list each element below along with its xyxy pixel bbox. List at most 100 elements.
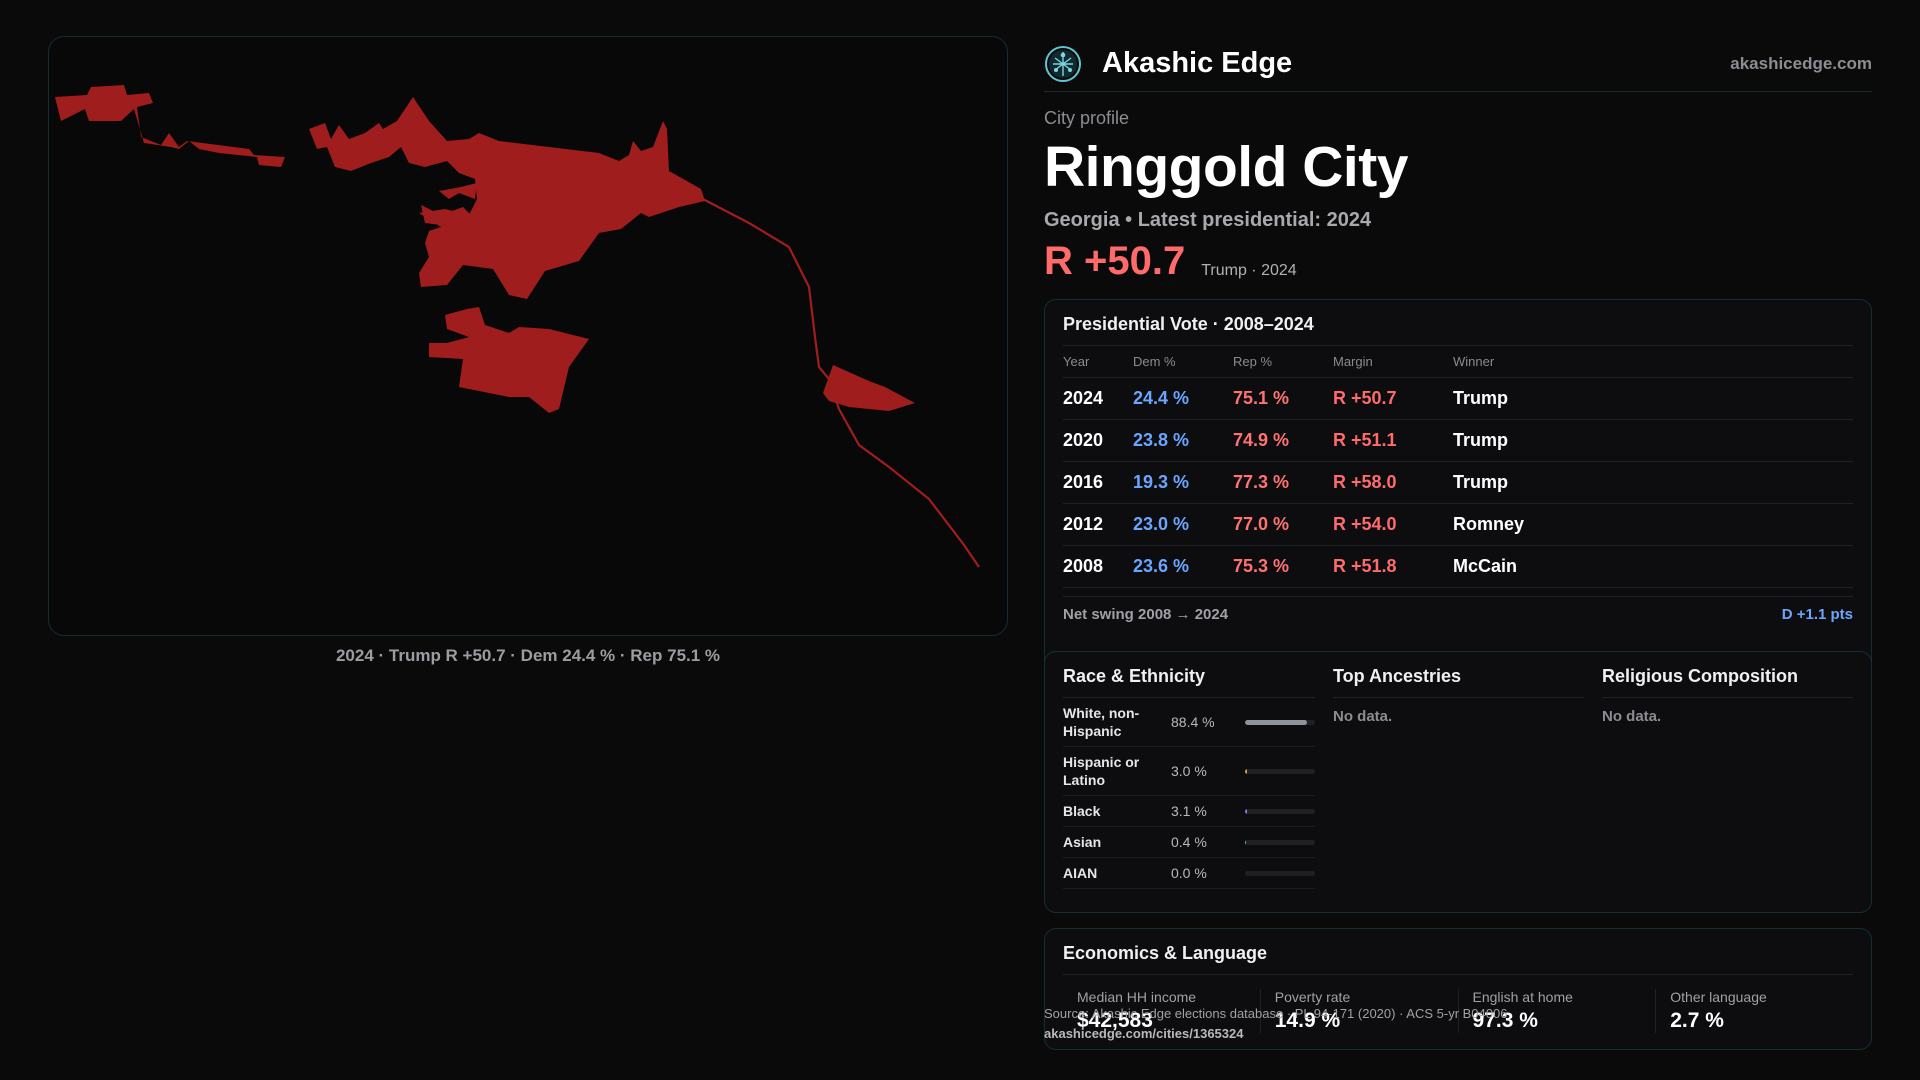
race-label: Hispanic or Latino bbox=[1063, 754, 1140, 788]
econ-value: $42,583 bbox=[1077, 1009, 1153, 1032]
presidential-vote-card: Presidential Vote · 2008–2024 Year Dem %… bbox=[1044, 299, 1872, 673]
race-bar bbox=[1245, 768, 1315, 774]
cell-year: 2012 bbox=[1063, 514, 1104, 534]
race-percent: 3.1 % bbox=[1171, 803, 1207, 819]
religion-empty: No data. bbox=[1602, 708, 1662, 725]
ancestries-column: Top Ancestries No data. bbox=[1333, 666, 1602, 898]
race-percent: 0.4 % bbox=[1171, 834, 1207, 850]
city-map[interactable] bbox=[48, 36, 1008, 636]
cell-year: 2024 bbox=[1063, 388, 1104, 408]
econ-value: 97.3 % bbox=[1472, 1009, 1538, 1032]
table-row: 2020 23.8 % 74.9 % R +51.1 Trump bbox=[1063, 420, 1853, 462]
city-boundary-fill bbox=[55, 85, 915, 413]
map-caption: 2024 · Trump R +50.7 · Dem 24.4 % · Rep … bbox=[335, 646, 721, 665]
header-winner: Winner bbox=[1453, 354, 1495, 369]
swing-value: D +1.1 pts bbox=[1781, 606, 1853, 623]
race-row: Black 3.1 % bbox=[1063, 796, 1315, 827]
race-bar-fill bbox=[1245, 839, 1247, 845]
race-percent: 3.0 % bbox=[1171, 763, 1207, 779]
table-row: 2016 19.3 % 77.3 % R +58.0 Trump bbox=[1063, 462, 1853, 504]
race-bar bbox=[1245, 719, 1315, 725]
cell-dem: 23.6 % bbox=[1133, 556, 1190, 576]
race-bar-fill bbox=[1245, 719, 1307, 725]
cell-year: 2016 bbox=[1063, 472, 1104, 492]
margin-value: R +50.7 bbox=[1044, 239, 1186, 283]
race-label: Black bbox=[1063, 803, 1101, 819]
race-bar-fill bbox=[1245, 808, 1248, 814]
cell-rep: 77.0 % bbox=[1233, 514, 1290, 534]
header-rep: Rep % bbox=[1233, 354, 1273, 369]
cell-winner: Trump bbox=[1453, 388, 1509, 408]
cell-rep: 77.3 % bbox=[1233, 472, 1290, 492]
page-title: Ringgold City bbox=[1044, 135, 1408, 199]
globe-network-icon[interactable] bbox=[1044, 45, 1082, 83]
vote-table-header: Year Dem % Rep % Margin Winner bbox=[1063, 346, 1853, 378]
race-row: White, non-Hispanic 88.4 % bbox=[1063, 698, 1315, 747]
cell-rep: 75.3 % bbox=[1233, 556, 1290, 576]
econ-value: 14.9 % bbox=[1274, 1009, 1341, 1032]
header-year: Year bbox=[1063, 354, 1090, 369]
site-link[interactable]: akashicedge.com bbox=[1730, 53, 1872, 73]
cell-dem: 19.3 % bbox=[1133, 472, 1190, 492]
race-bar bbox=[1245, 839, 1315, 845]
cell-winner: Trump bbox=[1453, 472, 1509, 492]
cell-rep: 74.9 % bbox=[1233, 430, 1290, 450]
econ-cell: Median HH income $42,583 bbox=[1063, 989, 1260, 1033]
margin-note: Trump · 2024 bbox=[1201, 262, 1297, 279]
table-row: 2012 23.0 % 77.0 % R +54.0 Romney bbox=[1063, 504, 1853, 546]
vote-card-title: Presidential Vote · 2008–2024 bbox=[1063, 314, 1853, 346]
race-list: White, non-Hispanic 88.4 % Hispanic or Lat… bbox=[1063, 698, 1315, 889]
cell-margin: R +54.0 bbox=[1333, 514, 1397, 534]
table-row: 2024 24.4 % 75.1 % R +50.7 Trump bbox=[1063, 378, 1853, 420]
econ-cell: English at home 97.3 % bbox=[1457, 989, 1656, 1033]
econ-label: Poverty rate bbox=[1274, 989, 1351, 1005]
demographics-card: Race & Ethnicity White, non-Hispanic 88.4… bbox=[1044, 651, 1872, 913]
cell-winner: Trump bbox=[1453, 430, 1509, 450]
ancestries-empty: No data. bbox=[1333, 708, 1393, 725]
profile-panel: Akashic Edge akashicedge.com City profil… bbox=[1044, 36, 1872, 1050]
brand-name[interactable]: Akashic Edge bbox=[1102, 47, 1293, 79]
econ-title: Economics & Language bbox=[1063, 943, 1853, 975]
econ-label: Median HH income bbox=[1077, 989, 1197, 1005]
app-header: Akashic Edge akashicedge.com bbox=[1044, 36, 1872, 92]
econ-label: Other language bbox=[1670, 989, 1767, 1005]
race-column: Race & Ethnicity White, non-Hispanic 88.4… bbox=[1063, 666, 1333, 898]
cell-year: 2020 bbox=[1063, 430, 1104, 450]
cell-winner: McCain bbox=[1453, 556, 1518, 576]
race-title: Race & Ethnicity bbox=[1063, 666, 1315, 698]
cell-margin: R +51.1 bbox=[1333, 430, 1397, 450]
header-margin: Margin bbox=[1333, 354, 1373, 369]
race-label: AIAN bbox=[1063, 865, 1098, 881]
cell-rep: 75.1 % bbox=[1233, 388, 1290, 408]
page-eyebrow: City profile bbox=[1044, 108, 1130, 128]
race-bar bbox=[1245, 808, 1315, 814]
cell-margin: R +51.8 bbox=[1333, 556, 1397, 576]
header-dem: Dem % bbox=[1133, 354, 1176, 369]
source-line: Source: Akashic Edge elections database … bbox=[1044, 1006, 1508, 1021]
race-row: Hispanic or Latino 3.0 % bbox=[1063, 747, 1315, 796]
race-label: Asian bbox=[1063, 834, 1102, 850]
source-url[interactable]: akashicedge.com/cities/1365324 bbox=[1044, 1026, 1244, 1041]
race-row: AIAN 0.0 % bbox=[1063, 858, 1315, 889]
source-footer: Source: Akashic Edge elections database … bbox=[1044, 1004, 1507, 1044]
city-boundary-shape bbox=[55, 85, 980, 568]
economics-card: Economics & Language Median HH income $4… bbox=[1044, 928, 1872, 1050]
econ-cell: Poverty rate 14.9 % bbox=[1259, 989, 1458, 1033]
river-boundary-line bbox=[698, 196, 980, 568]
net-swing: Net swing 2008 → 2024 D +1.1 pts bbox=[1063, 596, 1853, 623]
cell-dem: 23.0 % bbox=[1133, 514, 1190, 534]
cell-margin: R +50.7 bbox=[1333, 388, 1397, 408]
econ-label: English at home bbox=[1472, 989, 1573, 1005]
econ-grid: Median HH income $42,583 Poverty rate 14… bbox=[1063, 989, 1853, 1033]
econ-cell: Other language 2.7 % bbox=[1655, 989, 1853, 1033]
race-label: White, non-Hispanic bbox=[1063, 705, 1140, 739]
race-row: Asian 0.4 % bbox=[1063, 827, 1315, 858]
cell-dem: 23.8 % bbox=[1133, 430, 1190, 450]
cell-winner: Romney bbox=[1453, 514, 1525, 534]
cell-year: 2008 bbox=[1063, 556, 1104, 576]
headline-margin: R +50.7 Trump · 2024 bbox=[1044, 238, 1872, 284]
cell-dem: 24.4 % bbox=[1133, 388, 1190, 408]
econ-value: 2.7 % bbox=[1670, 1009, 1724, 1032]
cell-margin: R +58.0 bbox=[1333, 472, 1397, 492]
race-bar-fill bbox=[1245, 768, 1248, 774]
